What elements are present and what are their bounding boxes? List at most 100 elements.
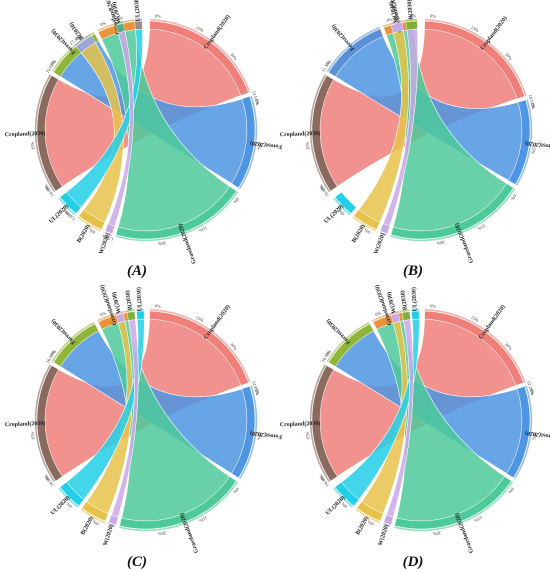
tick-label: 0% — [529, 389, 535, 396]
sector-arc — [424, 20, 525, 100]
tick-label: 30% — [432, 530, 441, 536]
sector-arc — [115, 186, 237, 240]
sector-outer-band — [352, 216, 377, 232]
sector-outer-band — [104, 231, 113, 236]
sector-percent-label: 17.3% — [69, 35, 81, 46]
sector-percent-label: 16.50% — [45, 349, 57, 364]
sector-outer-band — [34, 74, 56, 193]
sector-outer-band — [97, 19, 135, 32]
sector-arc — [231, 386, 256, 479]
chord-panel: Cropland(2020)0%15%30%Forest(2020)12.51%… — [5, 0, 283, 279]
tick-label: 15% — [477, 223, 487, 232]
sector-arc — [115, 23, 126, 34]
sector-arc — [328, 323, 374, 367]
tick-label: 0% — [337, 208, 345, 216]
sector-percent-label: 16.4% — [319, 185, 330, 198]
sector-arc — [136, 310, 145, 320]
sector-arc — [311, 75, 338, 192]
sector-outer-band — [34, 364, 56, 483]
sector-name-label: W(2020) — [102, 523, 115, 546]
sector-outer-band — [115, 311, 124, 315]
sector-arc — [108, 514, 119, 526]
tick-label: 0% — [530, 103, 536, 110]
chord-panel: Cropland(2020)0%15%30%Forest(2020)10.52%… — [280, 0, 550, 279]
sector-percent-label: 11.3% — [320, 60, 330, 73]
sector-outer-band — [238, 385, 258, 479]
tick-label: 0% — [232, 197, 240, 205]
tick-label: 15% — [30, 431, 36, 440]
tick-label: 0% — [99, 20, 107, 27]
tick-label: 0% — [155, 303, 162, 309]
sector-percent-label: 5.68% — [64, 210, 76, 221]
tick-label: 0% — [232, 487, 240, 495]
tick-label: 30% — [229, 342, 238, 352]
tick-label: 0% — [43, 473, 50, 481]
sector-name-label: UL(2030) — [135, 287, 143, 312]
sector-arc — [59, 481, 85, 507]
sector-outer-band — [515, 99, 533, 186]
sector-percent-label: 10.52% — [528, 94, 537, 109]
sector-arc — [411, 310, 420, 320]
tick-label: 15% — [195, 315, 205, 323]
sector-arc — [59, 191, 82, 214]
tick-label: 15% — [256, 141, 262, 150]
tick-label: 15% — [305, 431, 311, 440]
sector-outer-band — [309, 364, 331, 483]
sector-percent-label: 12.45% — [251, 380, 260, 395]
sector-arc — [379, 223, 391, 234]
sector-arc — [126, 311, 136, 321]
sector-outer-band — [424, 308, 526, 383]
tick-label: 0% — [510, 193, 518, 201]
tick-label: 30% — [504, 52, 513, 62]
sector-arc — [75, 35, 96, 53]
chord-panel: Cropland(2020)0%15%30%Forest(2020)12.16%… — [280, 284, 550, 570]
panel-label: (C) — [127, 554, 147, 570]
sector-name-label: W(2020) — [377, 523, 390, 546]
tick-label: 15% — [470, 315, 480, 323]
panel-label: (B) — [403, 263, 423, 279]
sector-name-label: Forest(2020) — [250, 139, 283, 150]
tick-label: 15% — [305, 141, 311, 150]
sector-arc — [231, 96, 256, 189]
tick-label: 0% — [254, 99, 260, 106]
sector-name-label: W(2020) — [372, 232, 386, 255]
sector-arc — [383, 514, 394, 526]
tick-label: 15% — [198, 225, 208, 234]
sector-outer-band — [136, 308, 145, 311]
sector-percent-label: 1.58% — [101, 234, 114, 242]
sector-arc — [53, 323, 99, 367]
tick-label: 0% — [340, 501, 348, 509]
tick-label: 0% — [325, 349, 333, 357]
sector-name-label: Cropland(2030) — [5, 130, 46, 138]
sector-name-label: Cropland(2030) — [280, 420, 321, 428]
sector-arc — [390, 22, 404, 34]
sector-name-label: UL(2030) — [133, 0, 142, 22]
sector-name-label: W(2030) — [388, 1, 400, 24]
tick-label: 15% — [195, 25, 205, 33]
sector-name-label: B(2020) — [354, 515, 370, 536]
tick-label: 30% — [157, 530, 166, 536]
tick-label: 0% — [410, 13, 417, 18]
sector-outer-band — [58, 197, 76, 216]
tick-label: 0% — [367, 519, 375, 526]
sector-percent-label: 12.16% — [526, 380, 535, 395]
sector-outer-band — [74, 33, 92, 47]
sector-outer-band — [149, 18, 251, 93]
sector-name-label: Cropland(2030) — [280, 130, 321, 138]
tick-label: 15% — [473, 515, 483, 524]
tick-label: 0% — [92, 519, 100, 526]
sector-percent-label: 1.08% — [111, 15, 124, 23]
sector-arc — [353, 209, 381, 230]
sector-name-label: B(2020) — [350, 223, 366, 244]
sector-outer-band — [401, 309, 410, 313]
sector-arc — [508, 99, 531, 185]
sector-arc — [311, 365, 338, 482]
sector-name-label: Forest(2030) — [50, 317, 77, 345]
tick-label: 0% — [507, 487, 515, 495]
sector-arc — [36, 365, 63, 482]
sector-arc — [81, 501, 109, 522]
tick-label: 30% — [436, 240, 445, 246]
sector-outer-band — [405, 18, 418, 22]
tick-label: 30% — [157, 240, 166, 246]
tick-label: 15% — [531, 431, 537, 440]
